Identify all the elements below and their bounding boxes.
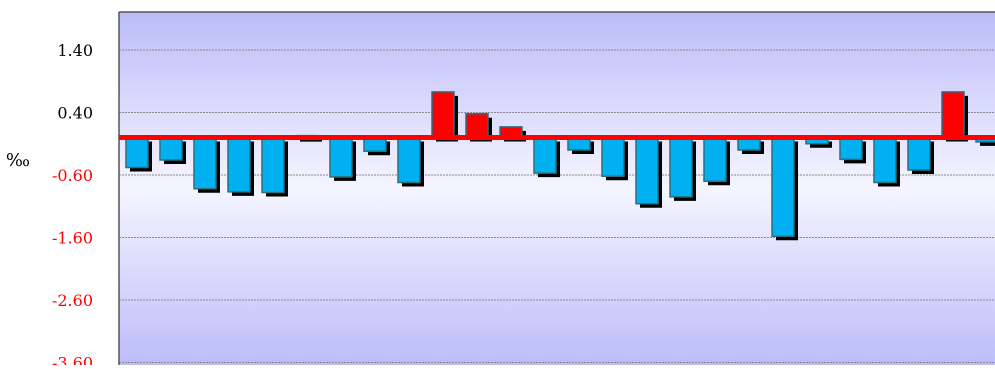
bar-negative	[839, 136, 863, 161]
y-tick-label: -0.60	[52, 166, 93, 185]
bar-negative	[261, 136, 285, 194]
bar-negative	[125, 136, 149, 169]
bar-negative	[533, 136, 557, 174]
y-axis-ticks: 1.40 0.40 -0.60 -1.60 -2.60 -3.60	[52, 41, 93, 369]
bar-shadow	[300, 139, 322, 142]
bar-negative	[193, 136, 217, 190]
bar-shadow	[810, 141, 832, 148]
bar-negative	[397, 136, 421, 184]
bars	[125, 91, 995, 241]
bar-positive	[431, 91, 455, 139]
y-tick-label: -3.60	[52, 354, 93, 366]
bar-negative	[771, 136, 795, 237]
bar-negative	[635, 136, 659, 205]
bar-shadow	[980, 141, 995, 146]
y-tick-label: 0.40	[57, 104, 93, 123]
y-tick-label: 1.40	[57, 41, 93, 60]
bar-negative	[703, 136, 727, 182]
bar-positive	[465, 113, 489, 139]
bar-negative	[159, 136, 183, 161]
y-tick-label: -1.60	[52, 229, 93, 248]
bar-positive	[941, 91, 965, 139]
bar-negative	[669, 136, 693, 198]
bar-negative	[601, 136, 625, 177]
y-axis-label: ‰	[6, 150, 30, 171]
bar-negative	[873, 136, 897, 184]
bar-negative	[907, 136, 931, 171]
bar-negative	[227, 136, 251, 193]
bar-negative	[329, 136, 353, 178]
y-tick-label: -2.60	[52, 291, 93, 310]
